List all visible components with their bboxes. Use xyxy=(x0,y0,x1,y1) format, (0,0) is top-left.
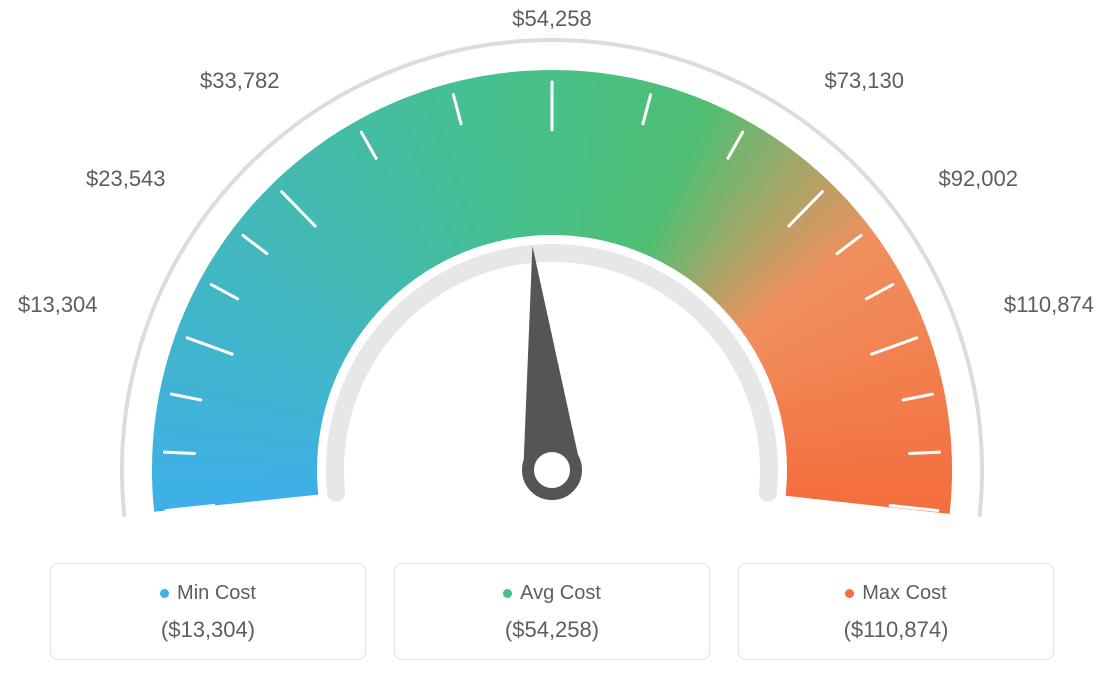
legend-min-label: Min Cost xyxy=(177,582,256,605)
legend-avg-label: Avg Cost xyxy=(520,582,601,605)
legend-max-title: Max Cost xyxy=(749,582,1043,605)
legend-min-value: ($13,304) xyxy=(61,617,355,643)
legend-max-value: ($110,874) xyxy=(749,617,1043,643)
legend-row: Min Cost ($13,304) Avg Cost ($54,258) Ma… xyxy=(50,563,1054,660)
gauge-label-6: $110,874 xyxy=(1004,292,1094,318)
legend-max-dot xyxy=(845,589,854,598)
legend-avg-title: Avg Cost xyxy=(405,582,699,605)
gauge-label-4: $73,130 xyxy=(824,68,904,94)
legend-card-avg: Avg Cost ($54,258) xyxy=(394,563,710,660)
gauge-label-3: $54,258 xyxy=(512,6,592,32)
legend-min-dot xyxy=(160,589,169,598)
legend-avg-dot xyxy=(503,589,512,598)
cost-gauge-container: $13,304 $23,543 $33,782 $54,258 $73,130 … xyxy=(0,0,1104,690)
gauge-label-5: $92,002 xyxy=(938,166,1018,192)
gauge-label-2: $33,782 xyxy=(200,68,280,94)
legend-max-label: Max Cost xyxy=(862,582,946,605)
legend-min-title: Min Cost xyxy=(61,582,355,605)
gauge-label-0: $13,304 xyxy=(18,292,98,318)
gauge: $13,304 $23,543 $33,782 $54,258 $73,130 … xyxy=(0,0,1104,540)
legend-card-max: Max Cost ($110,874) xyxy=(738,563,1054,660)
legend-avg-value: ($54,258) xyxy=(405,617,699,643)
gauge-label-1: $23,543 xyxy=(86,166,166,192)
legend-card-min: Min Cost ($13,304) xyxy=(50,563,366,660)
